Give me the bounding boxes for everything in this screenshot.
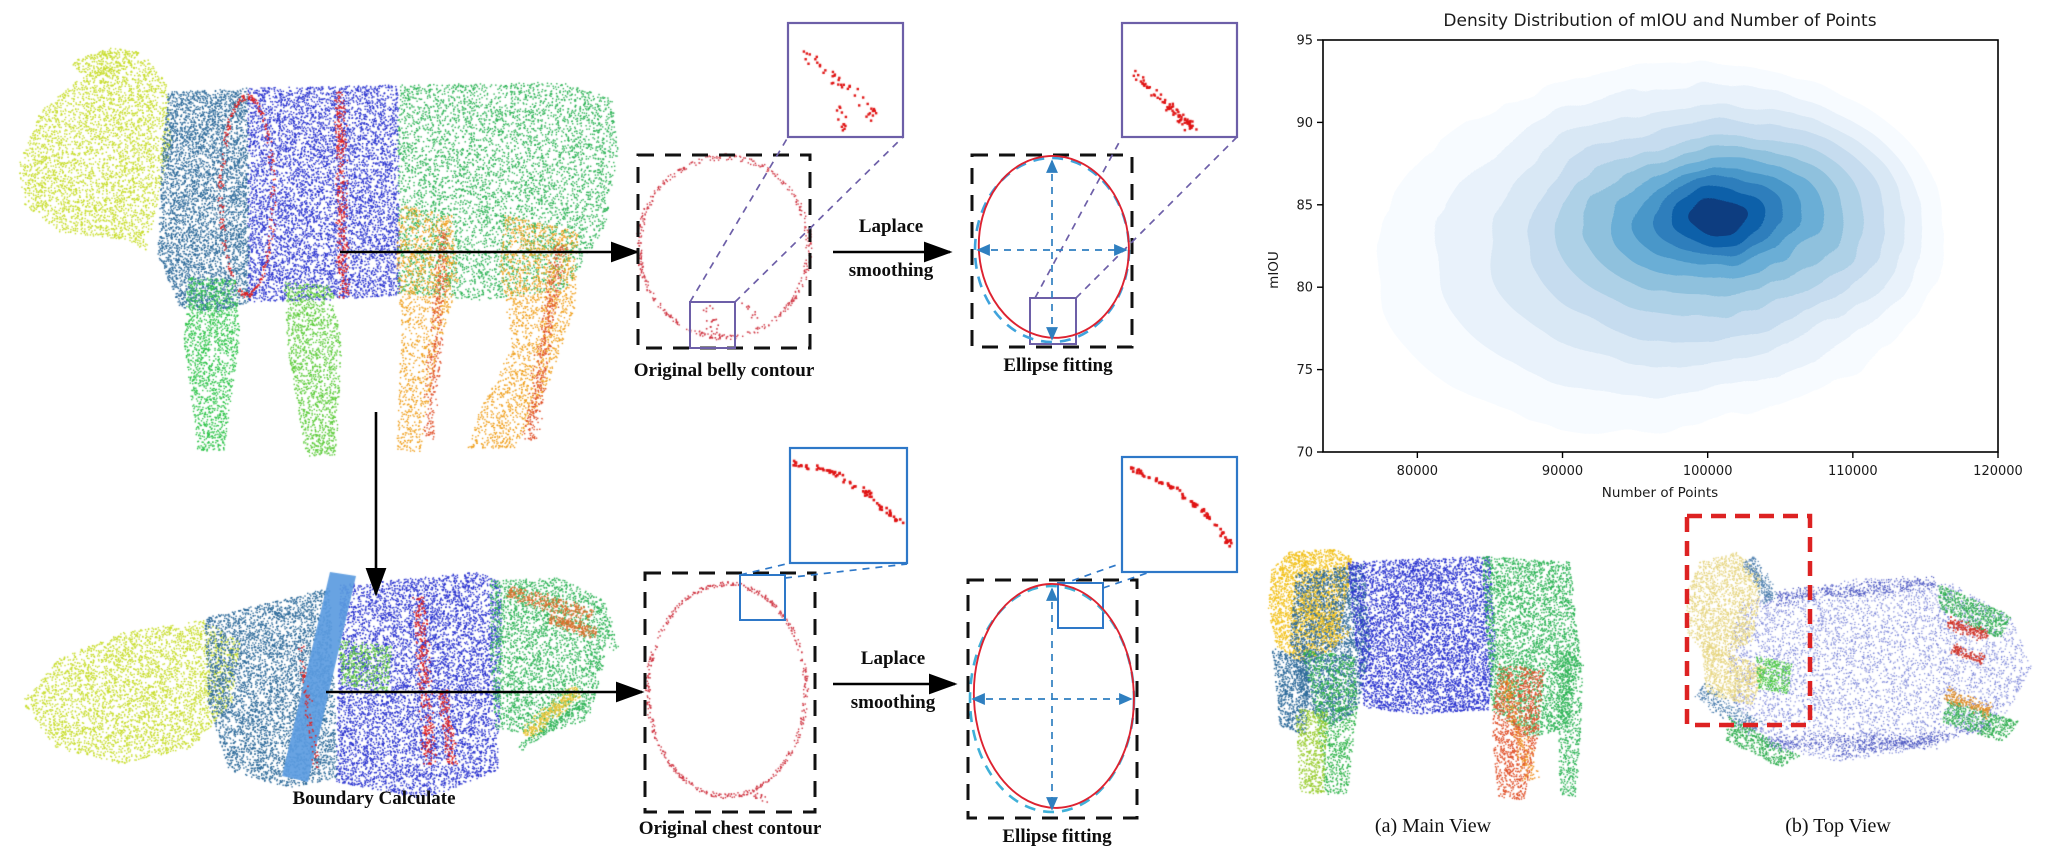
laplace-bottom-label: Laplace [860,648,926,669]
zoom-source-box [739,574,786,621]
zoom-connector-line [734,136,904,303]
x-tick-label: 100000 [1683,464,1733,479]
chest-contour-label: Original chest contour [638,818,822,839]
plot-frame [1322,39,1999,453]
zoom-source-box [689,301,736,349]
zoom-inset-box [1120,21,1239,139]
head-region-highlight-rect [1684,513,1813,728]
dashed-contour-box [643,571,817,814]
smoothing-top-label: smoothing [848,260,934,281]
zoom-connector-line [739,562,791,576]
y-tick-label: 75 [1296,363,1313,378]
x-tick-label: 110000 [1828,464,1878,479]
boundary-calculate-label: Boundary Calculate [292,788,456,809]
density-chart: 80000 90000 100000 110000 120000 70 75 80 85 90 95 [1296,34,2022,480]
zoom-inset-box [788,446,909,565]
main-view-caption: (a) Main View [1374,815,1492,837]
dashed-contour-box [636,153,812,350]
y-tick-label: 90 [1296,116,1313,131]
x-tick-label: 80000 [1397,464,1438,479]
ellipse-fitting-bottom-label: Ellipse fitting [1002,826,1112,847]
dashed-contour-box [970,153,1134,349]
zoom-connector-line [784,563,908,579]
x-tick-label: 120000 [1973,464,2023,479]
ellipse-fitting-top-label: Ellipse fitting [1003,355,1113,376]
y-tick-label: 85 [1296,198,1313,213]
pipeline-annotations [326,21,1813,820]
x-tick-label: 90000 [1542,464,1583,479]
y-axis-label: mIOU [1266,251,1282,289]
zoom-connector-line [1059,562,1123,586]
zoom-connector-line [1102,571,1151,589]
top-view-caption: (b) Top View [1785,815,1891,837]
zoom-connector-line [689,136,789,303]
dashed-contour-box [966,578,1139,820]
zoom-source-box [1057,582,1104,629]
smoothed-contour-curve [977,154,1130,339]
y-tick-label: 80 [1296,281,1313,296]
zoom-inset-box [1120,455,1239,574]
y-tick-label: 70 [1296,446,1313,461]
smoothing-bottom-label: smoothing [850,692,936,713]
y-tick-label: 95 [1296,34,1313,49]
chart-title: Density Distribution of mIOU and Number … [1443,11,1876,31]
zoom-inset-box [786,21,905,139]
x-axis-label: Number of Points [1602,485,1718,501]
zoom-connector-line [1075,136,1238,299]
belly-contour-label: Original belly contour [633,360,815,381]
density-level [1690,202,1748,231]
laplace-top-label: Laplace [858,216,924,237]
